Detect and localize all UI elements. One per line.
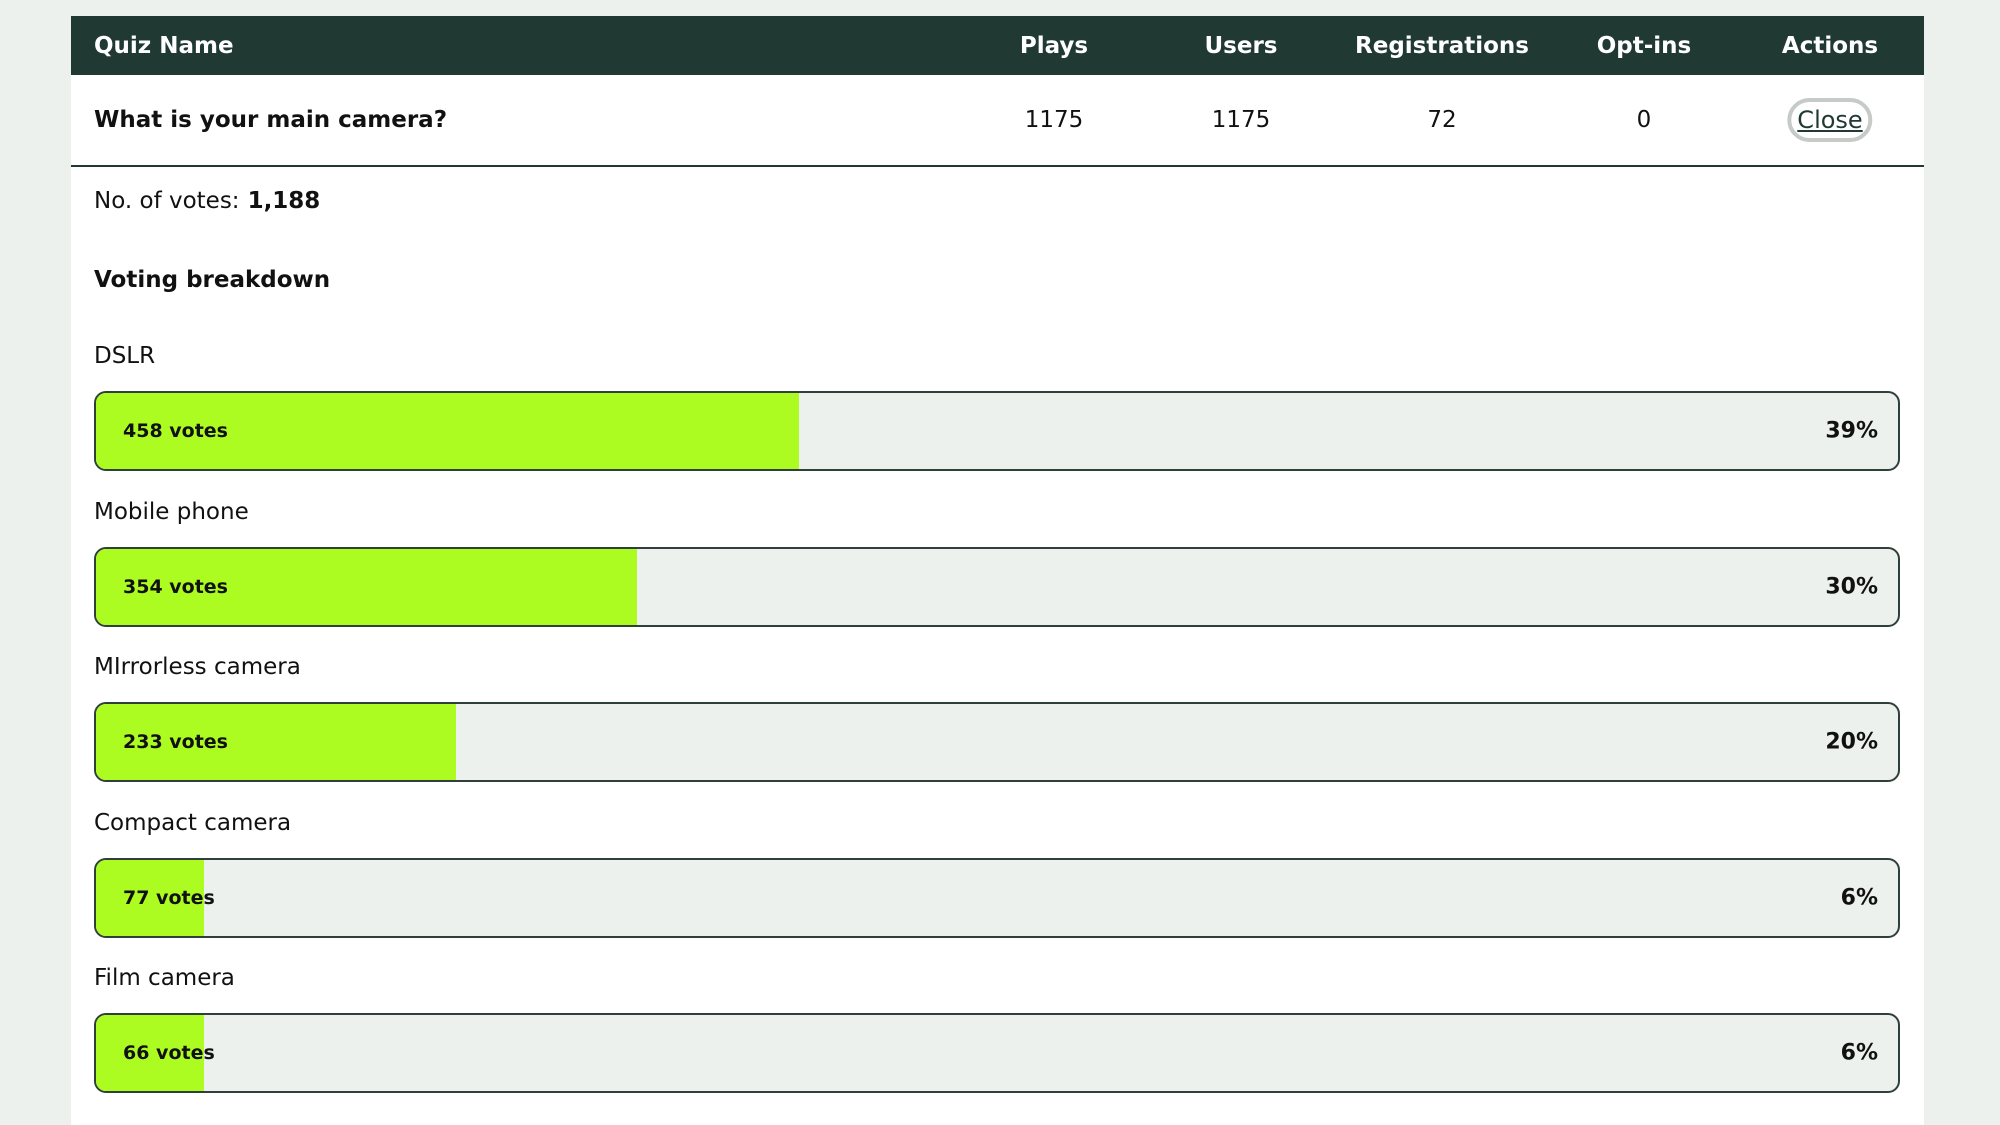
vote-option: DSLR 458 votes 39% bbox=[94, 343, 1900, 471]
header-registrations: Registrations bbox=[1355, 32, 1529, 59]
plays-value: 1175 bbox=[1024, 107, 1084, 133]
vote-percent: 6% bbox=[1840, 1040, 1878, 1066]
users-value: 1175 bbox=[1211, 107, 1271, 133]
header-users: Users bbox=[1204, 32, 1278, 59]
vote-option: Film camera 66 votes 6% bbox=[94, 965, 1900, 1093]
option-label: DSLR bbox=[94, 343, 156, 369]
option-label: MIrrorless camera bbox=[94, 654, 301, 680]
quiz-name: What is your main camera? bbox=[94, 107, 448, 133]
vote-count: 233 votes bbox=[123, 731, 228, 753]
vote-bar: 66 votes 6% bbox=[94, 1013, 1900, 1093]
vote-bar-fill bbox=[96, 548, 637, 625]
vote-bar: 354 votes 30% bbox=[94, 546, 1900, 627]
votes-total: No. of votes: 1,188 bbox=[94, 188, 320, 214]
vote-bar: 233 votes 20% bbox=[94, 702, 1900, 782]
vote-count: 458 votes bbox=[123, 420, 228, 442]
vote-count: 77 votes bbox=[123, 886, 215, 909]
vote-bar-fill bbox=[96, 704, 457, 780]
option-label: Film camera bbox=[94, 965, 235, 991]
header-actions: Actions bbox=[1781, 32, 1879, 59]
registrations-value: 72 bbox=[1427, 107, 1457, 133]
vote-bar: 77 votes 6% bbox=[94, 857, 1900, 938]
votes-count: 1,188 bbox=[247, 188, 321, 214]
vote-option: Mobile phone 354 votes 30% bbox=[94, 499, 1900, 627]
vote-percent: 20% bbox=[1825, 729, 1878, 755]
close-button[interactable]: Close bbox=[1787, 98, 1873, 142]
vote-percent: 30% bbox=[1825, 574, 1878, 599]
vote-count: 354 votes bbox=[123, 575, 228, 598]
header-optins: Opt-ins bbox=[1596, 32, 1692, 59]
vote-option: Compact camera 77 votes 6% bbox=[94, 810, 1900, 938]
vote-bar-fill bbox=[96, 859, 205, 936]
breakdown-title: Voting breakdown bbox=[94, 267, 331, 293]
quiz-results-panel: Quiz Name Plays Users Registrations Opt-… bbox=[71, 16, 1924, 1125]
option-label: Mobile phone bbox=[94, 498, 249, 525]
table-row: What is your main camera? 1175 1175 72 0… bbox=[71, 75, 1924, 167]
table-header: Quiz Name Plays Users Registrations Opt-… bbox=[71, 16, 1924, 75]
vote-percent: 6% bbox=[1840, 885, 1878, 910]
optins-value: 0 bbox=[1636, 107, 1652, 133]
vote-bar: 458 votes 39% bbox=[94, 391, 1900, 471]
header-plays: Plays bbox=[1019, 32, 1089, 59]
vote-option: MIrrorless camera 233 votes 20% bbox=[94, 654, 1900, 782]
header-quiz-name: Quiz Name bbox=[94, 32, 234, 59]
vote-percent: 39% bbox=[1825, 418, 1878, 444]
votes-label: No. of votes: bbox=[94, 188, 240, 214]
option-label: Compact camera bbox=[94, 809, 292, 836]
vote-bar-fill bbox=[96, 1015, 205, 1091]
vote-count: 66 votes bbox=[123, 1042, 215, 1064]
vote-bar-fill bbox=[96, 393, 799, 469]
